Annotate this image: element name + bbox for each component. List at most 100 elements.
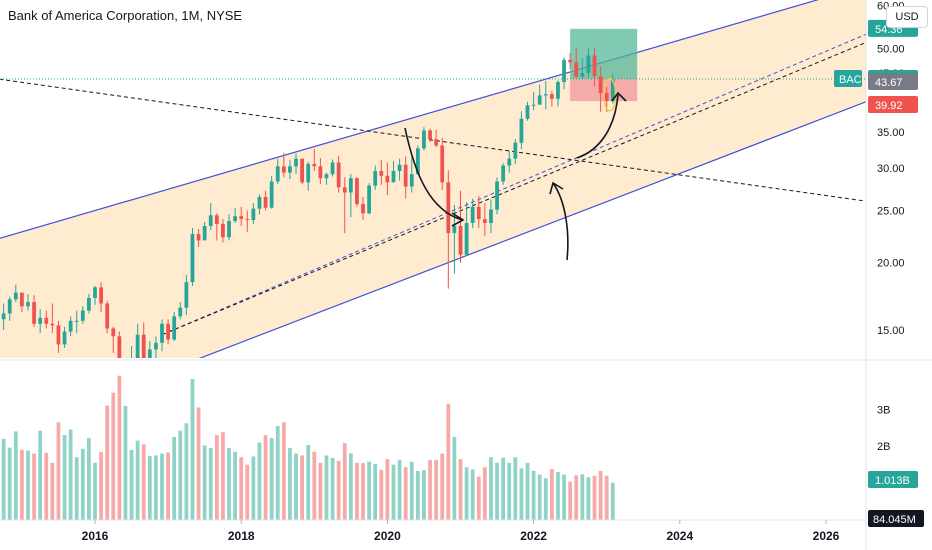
candle (233, 216, 237, 222)
candle (543, 94, 548, 96)
candle (513, 142, 518, 159)
volume-last-label-bg (868, 471, 918, 488)
volume-bar (312, 451, 317, 520)
volume-bar (190, 379, 195, 520)
volume-bar (373, 463, 378, 520)
candle (251, 208, 256, 221)
candle (592, 55, 597, 77)
volume-bar (464, 467, 469, 520)
volume-bar (409, 461, 414, 520)
volume-bar (80, 448, 85, 520)
volume-bar (93, 462, 97, 520)
volume-bar (519, 468, 524, 520)
candle (288, 166, 292, 173)
candle (318, 166, 323, 179)
candle (105, 303, 110, 329)
candle (87, 297, 91, 311)
volume-bar (281, 422, 286, 520)
candle (20, 292, 24, 307)
volume-bar (141, 444, 146, 520)
candle (336, 162, 341, 188)
candle (50, 323, 55, 326)
volume-pane (1, 375, 615, 520)
candle (598, 76, 603, 94)
volume-bar (7, 447, 12, 520)
candle (62, 331, 67, 345)
volume-bar (288, 448, 292, 520)
volume-bar (610, 482, 615, 520)
volume-bar (379, 469, 384, 520)
volume-bar (105, 405, 110, 520)
volume-bar (166, 452, 170, 520)
volume-bar (556, 472, 560, 520)
volume-bar (592, 475, 597, 520)
candle (312, 163, 317, 167)
volume-bar (117, 375, 122, 520)
volume-bar (20, 449, 24, 520)
candle (537, 95, 542, 105)
target-zone (570, 28, 638, 80)
price-tick-label: 30.00 (877, 163, 905, 175)
volume-bar (196, 407, 201, 520)
volume-bar (269, 438, 274, 520)
volume-bar (99, 452, 103, 520)
channel-lower-line (198, 101, 866, 358)
candle (367, 185, 372, 214)
volume-bar (604, 475, 609, 520)
volume-bar (26, 450, 30, 520)
candle (342, 187, 347, 193)
volume-bottom-label-bg (868, 510, 924, 527)
currency-button[interactable]: USD (886, 6, 928, 28)
candle (397, 164, 402, 171)
candle (26, 302, 30, 307)
volume-bar (495, 462, 499, 520)
volume-bar (330, 458, 335, 520)
candle (99, 287, 103, 304)
volume-bar (385, 459, 390, 520)
volume-bar (361, 463, 365, 520)
candle (117, 336, 122, 358)
volume-bar (415, 470, 420, 520)
volume-bar (543, 478, 548, 520)
candle (172, 316, 177, 340)
volume-bar (476, 476, 481, 520)
candle (111, 328, 116, 337)
volume-bar (257, 442, 262, 520)
annotation-arrows (404, 91, 627, 261)
volume-bar (147, 456, 152, 520)
candle (300, 158, 305, 183)
price-tick-label: 50.00 (877, 43, 905, 55)
candle (80, 310, 85, 321)
volume-bar (38, 430, 43, 520)
current-price-label: 43.67 (875, 77, 903, 89)
candle (239, 216, 244, 220)
volume-bar (74, 457, 79, 520)
volume-bar (129, 449, 134, 520)
volume-bar (233, 451, 237, 520)
x-tick-label: 2024 (666, 529, 693, 543)
volume-last-label: 1.013B (875, 475, 910, 487)
candle (556, 82, 560, 99)
candle (549, 94, 554, 99)
candle (68, 320, 73, 332)
volume-bar (336, 460, 341, 520)
volume-bar (239, 457, 244, 520)
volume-bar (154, 455, 158, 520)
volume-bar (251, 456, 256, 520)
candle (574, 62, 579, 77)
volume-bar (391, 464, 396, 520)
volume-bar (446, 403, 451, 520)
volume-bar (50, 462, 55, 520)
x-tick-label: 2016 (82, 529, 109, 543)
candle (489, 209, 493, 223)
candle (391, 170, 396, 183)
candle (452, 225, 457, 234)
candle (428, 130, 432, 140)
volume-bar (525, 462, 530, 520)
candle (403, 164, 408, 187)
volume-bar (44, 452, 49, 520)
volume-bar (470, 469, 475, 520)
volume-bar (324, 455, 329, 520)
